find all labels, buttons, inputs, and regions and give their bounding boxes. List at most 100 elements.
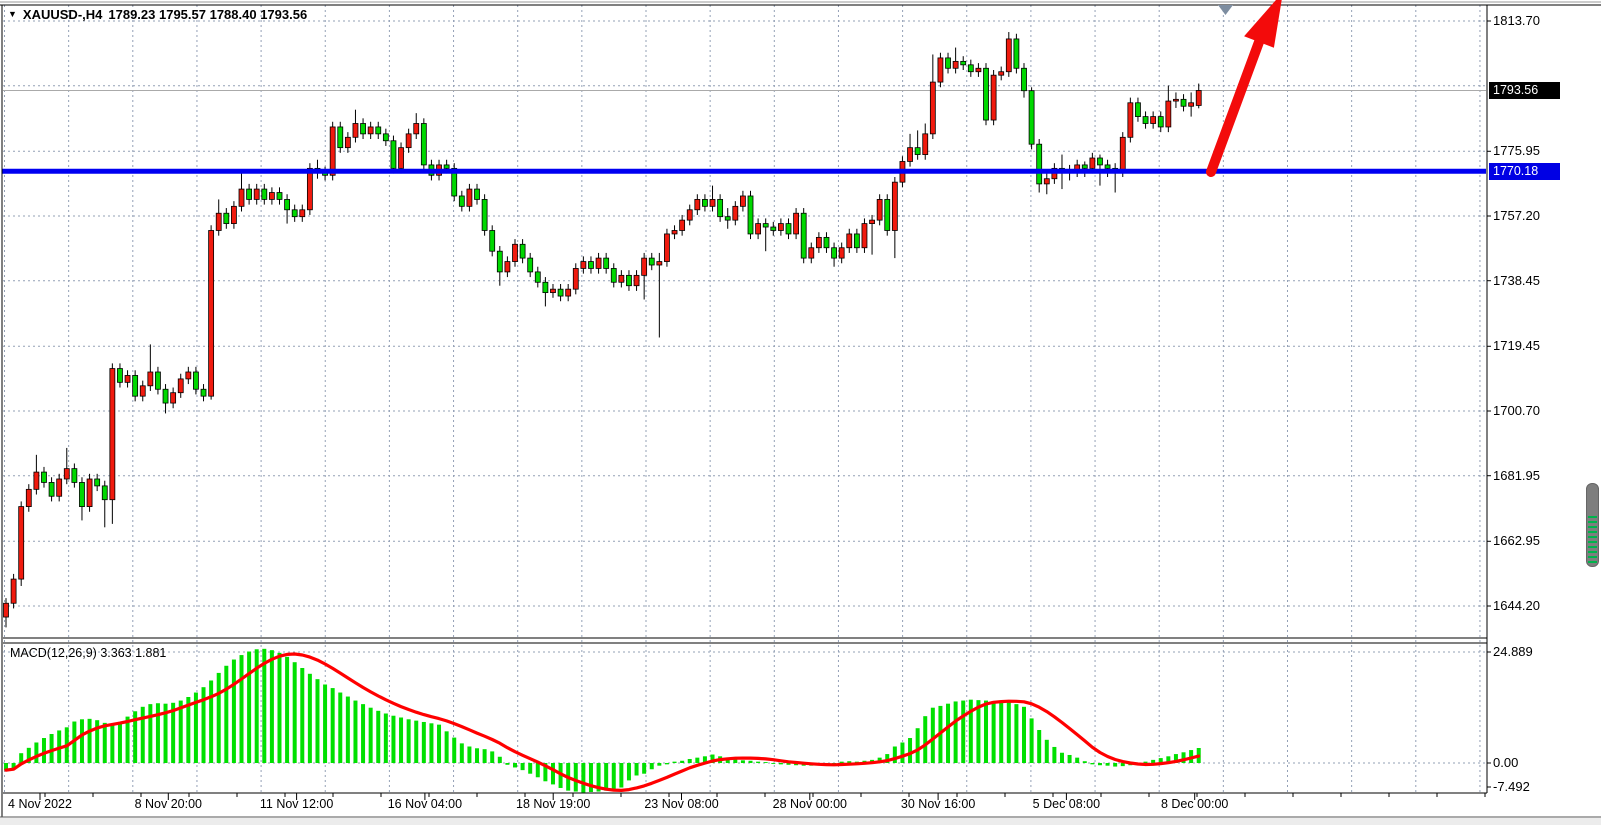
bull-candle xyxy=(732,205,739,221)
macd-histogram-bar xyxy=(946,703,951,763)
macd-axis-label: -7.492 xyxy=(1493,779,1530,794)
macd-histogram-bar xyxy=(528,763,533,774)
bull-candle xyxy=(1165,100,1172,128)
bull-candle xyxy=(1188,102,1195,107)
bull-candle xyxy=(86,478,93,508)
bull-candle xyxy=(398,147,404,169)
bear-candle xyxy=(800,212,807,259)
macd-histogram-bar xyxy=(657,763,662,766)
bull-candle xyxy=(512,243,518,262)
macd-histogram-bar xyxy=(1113,763,1118,767)
macd-histogram-bar xyxy=(953,701,958,763)
bull-candle xyxy=(405,133,412,149)
macd-signal-line xyxy=(4,652,1201,792)
macd-axis-label: 0.00 xyxy=(1493,755,1519,770)
chart-title: ▼ XAUUSD-,H4 1789.23 1795.57 1788.40 179… xyxy=(8,7,307,22)
bull-candle xyxy=(170,392,177,404)
bull-candle xyxy=(952,60,959,69)
time-axis-label: 5 Dec 08:00 xyxy=(1032,797,1101,811)
macd-histogram-bar xyxy=(34,742,39,763)
macd-histogram-bar xyxy=(991,701,996,763)
macd-histogram-bar xyxy=(611,763,616,790)
macd-histogram-bar xyxy=(984,700,989,763)
scrollbar-thumb[interactable] xyxy=(1586,483,1599,567)
support-price-badge[interactable]: 1770.18 xyxy=(1489,162,1560,180)
macd-histogram-bar xyxy=(1166,756,1171,763)
bull-candle xyxy=(808,247,815,259)
macd-histogram-bar xyxy=(649,763,654,770)
bull-candle xyxy=(1043,178,1050,185)
price-axis-label: 1775.95 xyxy=(1493,143,1540,159)
bear-candle xyxy=(519,243,526,259)
bear-candle xyxy=(489,230,496,252)
bear-candle xyxy=(945,57,951,69)
macd-histogram-bar xyxy=(102,722,107,763)
macd-histogram-bar xyxy=(771,763,776,764)
bull-candle xyxy=(671,230,678,235)
macd-histogram-bar xyxy=(467,746,472,763)
macd-histogram-bar xyxy=(475,748,480,763)
bull-candle xyxy=(755,223,762,235)
macd-histogram-bar xyxy=(619,763,624,788)
macd-histogram-bar xyxy=(961,700,966,763)
macd-histogram-bar xyxy=(155,703,160,763)
macd-histogram-bar xyxy=(535,763,540,778)
bull-candle xyxy=(147,371,154,387)
bear-candle xyxy=(557,288,564,297)
bull-candle xyxy=(679,219,686,231)
macd-histogram-bar xyxy=(19,753,24,763)
macd-histogram-bar xyxy=(429,723,434,763)
bear-candle xyxy=(420,123,427,166)
bull-candle xyxy=(922,133,929,155)
macd-histogram-bar xyxy=(186,696,191,763)
macd-histogram-bar xyxy=(338,692,343,763)
bear-candle xyxy=(1135,102,1141,117)
bull-candle xyxy=(869,219,875,224)
bull-candle xyxy=(861,223,868,249)
macd-histogram-bar xyxy=(976,700,981,763)
bull-candle xyxy=(10,578,17,604)
macd-histogram-bar xyxy=(885,754,890,763)
macd-histogram-bar xyxy=(292,662,297,763)
macd-histogram-bar xyxy=(642,763,647,774)
macd-histogram-bar xyxy=(1021,706,1026,763)
macd-histogram-bar xyxy=(482,749,487,763)
bear-candle xyxy=(534,271,541,283)
bear-candle xyxy=(588,261,594,269)
macd-histogram-bar xyxy=(330,688,335,763)
bull-candle xyxy=(838,247,845,259)
bear-candle xyxy=(41,471,47,483)
macd-histogram-bar xyxy=(459,743,464,763)
macd-histogram-bar xyxy=(41,738,46,763)
macd-histogram-bar xyxy=(79,719,84,763)
macd-histogram-bar xyxy=(748,760,753,763)
bear-candle xyxy=(603,257,610,269)
symbol-dropdown-icon[interactable]: ▼ xyxy=(8,8,17,19)
macd-histogram-bar xyxy=(224,665,229,763)
bear-candle xyxy=(1157,116,1164,128)
macd-histogram-bar xyxy=(110,725,115,763)
macd-histogram-bar xyxy=(148,704,153,763)
macd-histogram-bar xyxy=(1067,754,1072,763)
macd-histogram-bar xyxy=(1037,729,1042,763)
macd-histogram-bar xyxy=(1090,763,1095,765)
bear-candle xyxy=(1028,90,1035,145)
bull-candle xyxy=(633,274,640,287)
macd-histogram-bar xyxy=(1158,758,1163,763)
macd-histogram-bar xyxy=(740,760,745,763)
macd-histogram-bar xyxy=(588,763,593,792)
macd-histogram-bar xyxy=(452,737,457,763)
price-axis-label: 1662.95 xyxy=(1493,533,1540,549)
macd-histogram-bar xyxy=(361,704,366,763)
macd-histogram-bar xyxy=(368,707,373,763)
macd-histogram-bar xyxy=(1029,718,1034,763)
macd-histogram-bar xyxy=(231,659,236,763)
bull-candle xyxy=(815,236,822,249)
macd-histogram-bar xyxy=(49,734,54,763)
macd-histogram-bar xyxy=(345,696,350,763)
bear-candle xyxy=(155,371,161,390)
bull-candle xyxy=(580,261,587,269)
macd-histogram-bar xyxy=(604,763,609,791)
